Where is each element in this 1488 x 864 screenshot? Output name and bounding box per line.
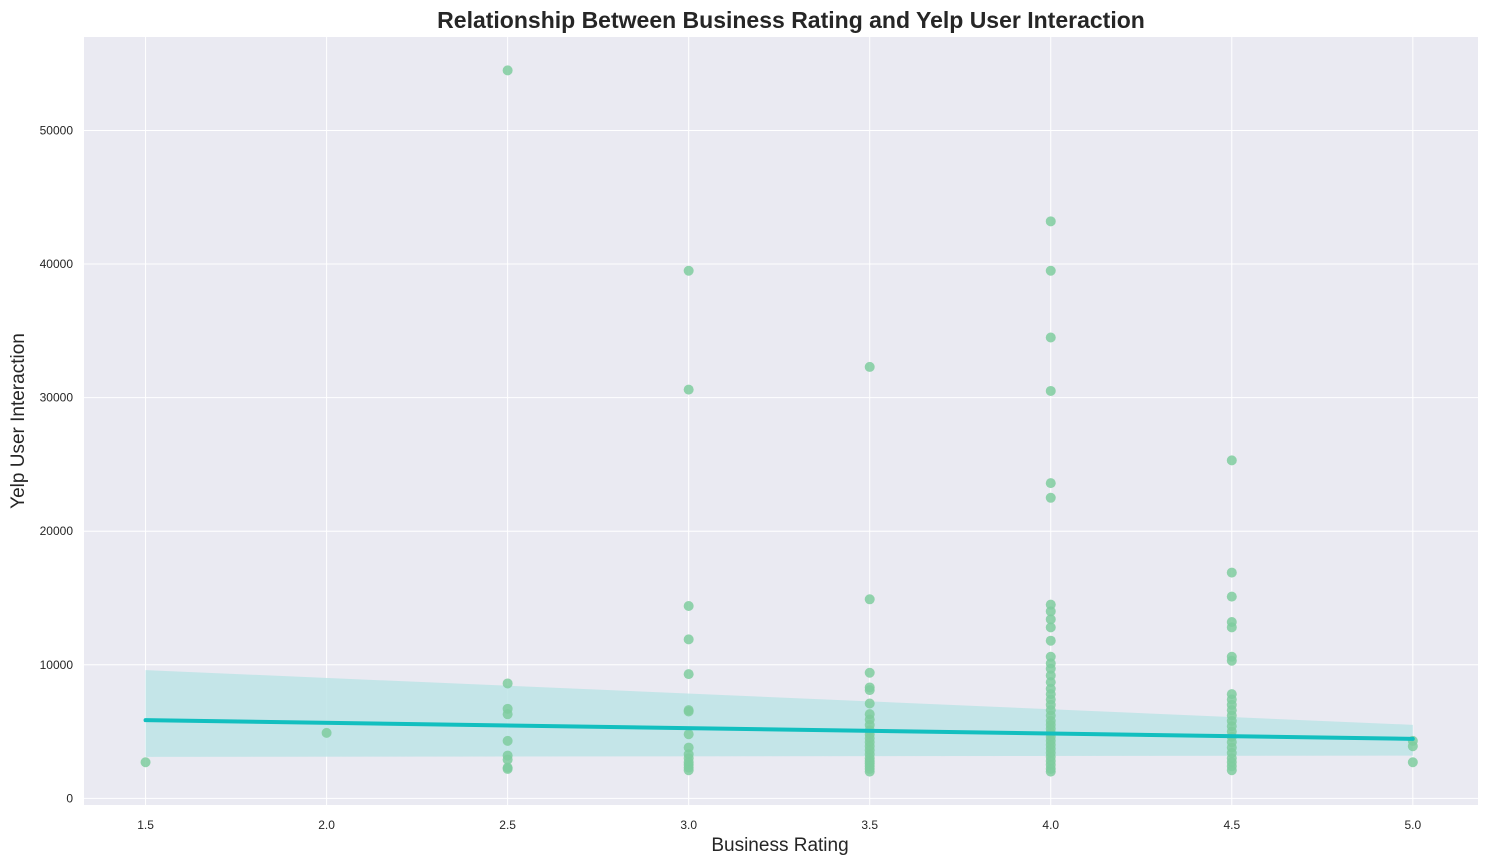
data-point [502,678,513,689]
y-axis-label: Yelp User Interaction [8,333,29,509]
y-tick-label: 10000 [40,658,74,672]
data-point [1045,492,1056,503]
data-point [502,65,513,76]
data-point [864,766,875,777]
x-tick-label: 4.0 [1042,818,1059,832]
data-point [1045,622,1056,633]
data-point [502,763,513,774]
data-point [1045,478,1056,489]
chart-title: Relationship Between Business Rating and… [437,7,1145,33]
data-point [1045,606,1056,617]
data-point [864,594,875,605]
grid-lines [84,37,1478,805]
data-point [864,698,875,709]
data-point [1407,741,1418,752]
y-tick-label: 30000 [40,391,74,405]
regression-line-layer [143,718,1415,741]
x-tick-label: 2.0 [318,818,335,832]
plot-area [84,37,1478,805]
data-point [1045,265,1056,276]
data-point [683,600,694,611]
x-tick-label: 4.5 [1223,818,1240,832]
data-point [321,727,332,738]
data-point [1045,766,1056,777]
data-point [502,735,513,746]
data-point [864,667,875,678]
data-point [683,669,694,680]
data-point [1045,216,1056,227]
data-point [502,709,513,720]
data-point [1226,765,1237,776]
data-point [1045,385,1056,396]
data-point [1226,622,1237,633]
data-point [683,765,694,776]
data-point [864,361,875,372]
data-point [1045,614,1056,625]
data-point [864,685,875,696]
y-tick-label: 20000 [40,524,74,538]
data-point [1407,757,1418,768]
y-axis-ticks: 0 10000 20000 30000 40000 50000 [40,123,74,805]
x-axis-ticks: 1.5 2.0 2.5 3.0 3.5 4.0 4.5 5.0 [137,818,1421,832]
data-point [1226,567,1237,578]
x-tick-label: 5.0 [1404,818,1421,832]
x-tick-label: 2.5 [499,818,516,832]
data-point [683,729,694,740]
y-tick-label: 0 [66,791,73,805]
regression-line [143,718,1415,741]
x-tick-label: 3.5 [861,818,878,832]
y-tick-label: 40000 [40,257,74,271]
scatter-points [140,65,1418,777]
y-tick-label: 50000 [40,123,74,137]
data-point [1226,655,1237,666]
data-point [1226,591,1237,602]
data-point [1226,455,1237,466]
data-point [683,706,694,717]
x-tick-label: 3.0 [680,818,697,832]
x-tick-label: 1.5 [137,818,154,832]
data-point [1045,332,1056,343]
data-point [1045,635,1056,646]
data-point [683,634,694,645]
data-point [683,384,694,395]
data-point [683,265,694,276]
data-point [502,754,513,765]
data-point [140,757,151,768]
x-axis-label: Business Rating [711,835,848,856]
